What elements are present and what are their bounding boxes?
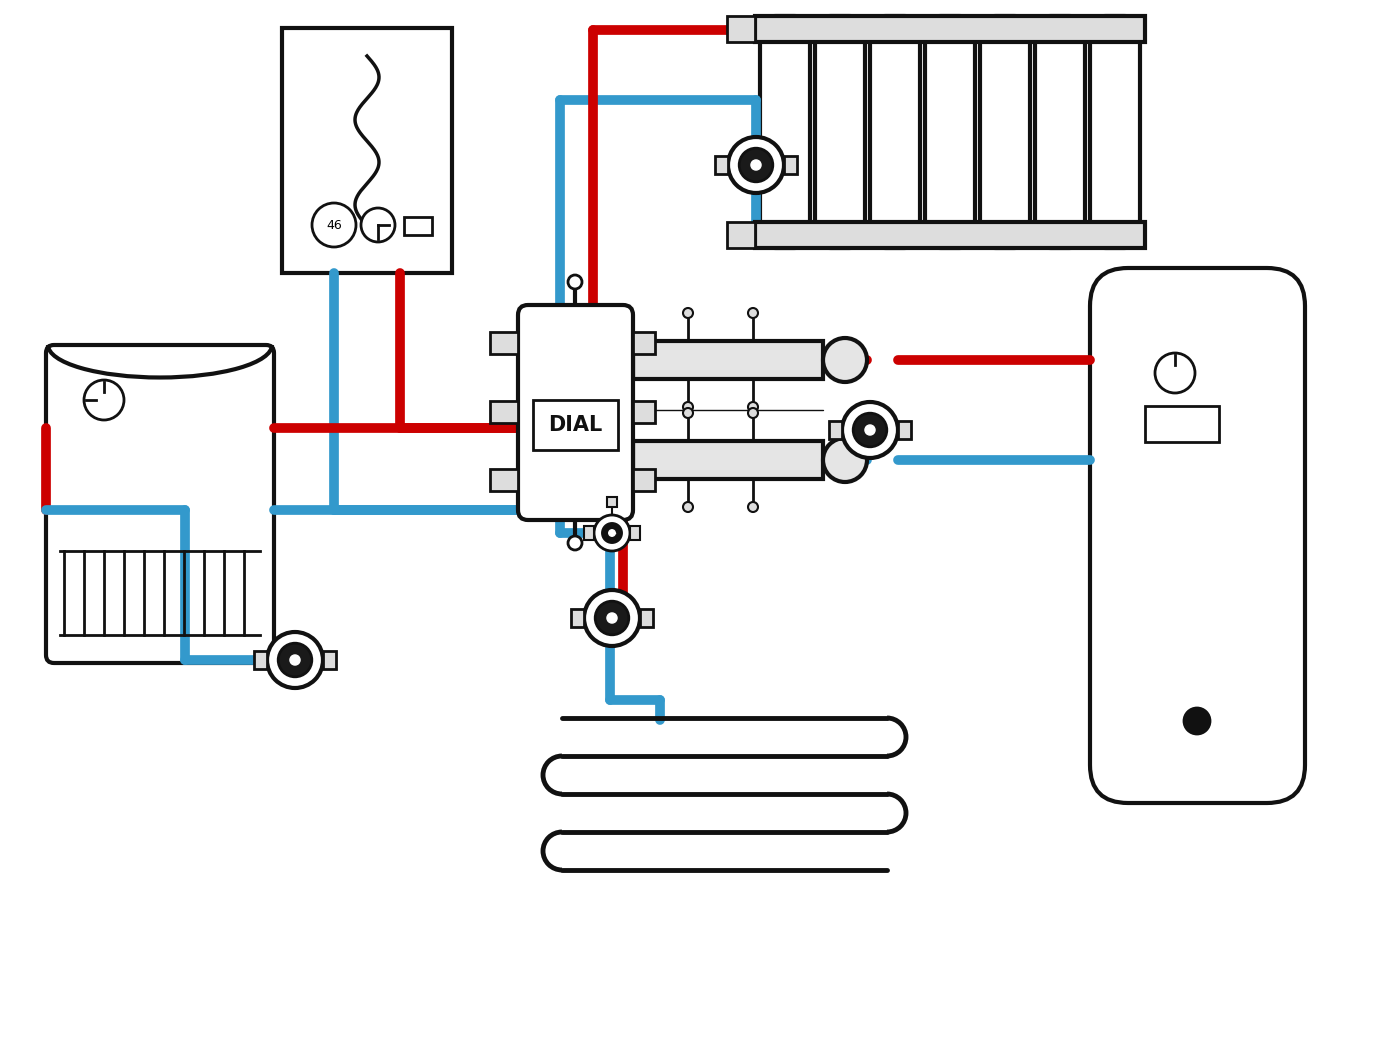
FancyBboxPatch shape xyxy=(761,16,809,248)
Bar xyxy=(1145,407,1219,442)
Circle shape xyxy=(748,502,758,512)
Circle shape xyxy=(290,655,299,665)
Circle shape xyxy=(602,524,621,543)
Circle shape xyxy=(584,590,639,646)
FancyBboxPatch shape xyxy=(46,345,274,663)
Circle shape xyxy=(609,530,616,536)
Circle shape xyxy=(748,408,758,418)
Text: DIAL: DIAL xyxy=(547,415,602,435)
Circle shape xyxy=(823,338,866,382)
FancyBboxPatch shape xyxy=(871,16,919,248)
Circle shape xyxy=(593,515,630,551)
Bar xyxy=(715,156,729,175)
Circle shape xyxy=(568,536,582,550)
Bar xyxy=(632,441,823,479)
Circle shape xyxy=(865,425,875,435)
Bar xyxy=(490,332,518,354)
Bar xyxy=(607,497,617,507)
Circle shape xyxy=(595,601,628,634)
Text: 46: 46 xyxy=(326,218,341,232)
Bar xyxy=(632,469,655,491)
Bar xyxy=(632,332,655,354)
Circle shape xyxy=(748,308,758,318)
Circle shape xyxy=(683,502,692,512)
Circle shape xyxy=(279,644,312,677)
Bar xyxy=(639,609,653,627)
FancyBboxPatch shape xyxy=(925,16,975,248)
Bar xyxy=(281,28,451,273)
Bar xyxy=(755,16,1145,42)
FancyBboxPatch shape xyxy=(1089,268,1305,803)
Circle shape xyxy=(1155,353,1195,393)
Bar xyxy=(784,156,797,175)
Circle shape xyxy=(751,160,761,170)
Bar xyxy=(632,401,655,423)
Bar xyxy=(490,401,518,423)
Circle shape xyxy=(740,148,773,182)
Circle shape xyxy=(729,137,784,193)
Bar xyxy=(755,222,1145,248)
Bar xyxy=(632,341,823,379)
Bar xyxy=(727,16,755,42)
Circle shape xyxy=(1184,709,1211,734)
Bar xyxy=(898,421,911,439)
Bar xyxy=(323,651,336,669)
Bar xyxy=(829,421,841,439)
Circle shape xyxy=(748,402,758,412)
Circle shape xyxy=(568,275,582,289)
Bar xyxy=(727,222,755,248)
Circle shape xyxy=(267,632,323,688)
Circle shape xyxy=(683,308,692,318)
FancyBboxPatch shape xyxy=(1035,16,1085,248)
Bar xyxy=(534,400,618,450)
Circle shape xyxy=(607,613,617,623)
Bar xyxy=(254,651,267,669)
Circle shape xyxy=(841,402,898,458)
Circle shape xyxy=(853,413,887,447)
FancyBboxPatch shape xyxy=(1089,16,1139,248)
Circle shape xyxy=(312,203,357,247)
FancyBboxPatch shape xyxy=(981,16,1029,248)
Bar xyxy=(630,526,639,540)
Circle shape xyxy=(683,402,692,412)
Circle shape xyxy=(361,208,396,242)
Bar xyxy=(404,217,432,235)
Circle shape xyxy=(84,380,124,420)
FancyBboxPatch shape xyxy=(815,16,865,248)
Circle shape xyxy=(823,438,866,482)
FancyBboxPatch shape xyxy=(518,305,632,520)
Bar xyxy=(571,609,584,627)
Bar xyxy=(490,469,518,491)
Bar xyxy=(584,526,593,540)
Circle shape xyxy=(683,408,692,418)
